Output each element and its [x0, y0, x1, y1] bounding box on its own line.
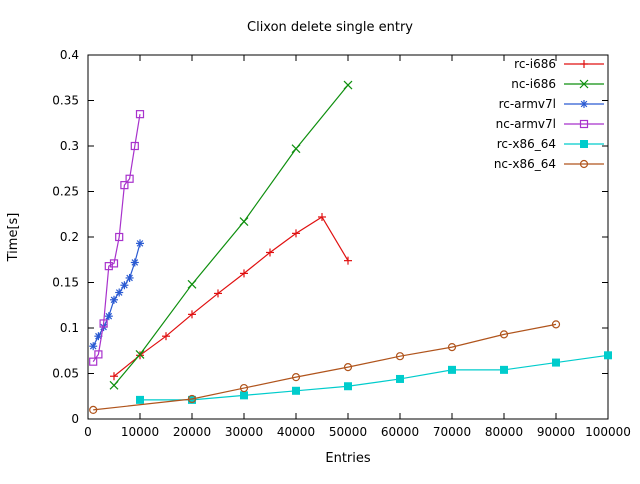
marker-square-open: [130, 141, 139, 151]
marker-x: [291, 144, 301, 154]
marker-square-filled: [604, 351, 612, 360]
marker-circle-open: [395, 352, 405, 361]
marker-asterisk: [121, 281, 128, 289]
marker-asterisk: [131, 259, 139, 266]
marker-asterisk: [126, 274, 133, 282]
marker-square-filled: [580, 140, 588, 148]
series-nc-armv7l: [89, 110, 145, 366]
marker-circle-open: [579, 159, 589, 169]
marker-asterisk: [136, 240, 144, 247]
marker-x: [343, 80, 353, 90]
marker-circle-open: [499, 330, 509, 339]
legend-label: rc-i686: [514, 57, 556, 71]
marker-square-filled: [500, 365, 508, 374]
y-tick-label: 0.4: [60, 48, 79, 62]
marker-x: [239, 217, 249, 226]
x-tick-label: 10000: [121, 425, 159, 439]
marker-x: [579, 79, 589, 89]
marker-square-open: [115, 232, 124, 242]
y-tick-label: 0: [71, 412, 79, 426]
x-tick-label: 70000: [433, 425, 471, 439]
series-line: [92, 114, 141, 363]
marker-asterisk: [115, 289, 123, 296]
x-tick-label: 0: [84, 425, 92, 439]
marker-square-open: [579, 119, 589, 129]
legend-label: nc-x86_64: [494, 157, 556, 171]
series-nc-x86_64: [89, 320, 561, 414]
marker-circle-open: [447, 343, 457, 352]
series-nc-i686: [109, 80, 353, 390]
series-line: [113, 84, 349, 386]
y-tick-label: 0.2: [60, 230, 79, 244]
chart-title: Clixon delete single entry: [247, 20, 413, 35]
y-tick-label: 0.1: [60, 321, 79, 335]
marker-square-open: [135, 110, 145, 119]
series-line: [92, 243, 141, 347]
marker-asterisk: [105, 312, 113, 320]
marker-square-open: [125, 174, 134, 183]
marker-square-filled: [552, 358, 560, 367]
marker-square-filled: [448, 365, 456, 374]
legend-label: nc-armv7l: [496, 117, 556, 131]
marker-square-open: [89, 357, 98, 366]
x-tick-label: 30000: [225, 425, 263, 439]
series-line: [140, 354, 609, 401]
plot-area: 0 10000 20000 30000 40000 50000 60000 70000 8000…: [52, 48, 631, 439]
x-tick-label: 60000: [381, 425, 419, 439]
x-tick-label: 40000: [277, 425, 315, 439]
marker-circle-open: [89, 405, 98, 414]
marker-circle-open: [187, 394, 197, 404]
marker-square-filled: [136, 395, 144, 404]
x-tick-label: 100000: [585, 425, 631, 439]
series-rc-armv7l: [89, 239, 144, 351]
marker-square-filled: [396, 374, 404, 383]
y-tick-label: 0.3: [60, 139, 79, 153]
marker-square-open: [104, 262, 113, 271]
marker-asterisk: [95, 332, 102, 340]
marker-circle-open: [343, 363, 353, 372]
marker-x: [135, 349, 145, 359]
y-tick-label: 0.15: [52, 276, 79, 290]
marker-square-open: [109, 259, 119, 268]
marker-asterisk: [89, 342, 97, 350]
marker-x: [109, 380, 119, 390]
x-tick-label: 80000: [485, 425, 523, 439]
x-axis-label: Entries: [325, 451, 371, 466]
marker-circle-open: [551, 320, 561, 329]
marker-circle-open: [291, 373, 301, 382]
series-line: [113, 216, 349, 377]
legend: rc-i686 nc-i686 rc-armv7l nc-armv7l rc-x86_6…: [494, 57, 604, 171]
legend-label: rc-armv7l: [499, 97, 556, 111]
series-rc-x86_64: [136, 351, 612, 404]
series-line: [93, 323, 557, 411]
marker-square-open: [120, 181, 129, 190]
marker-asterisk: [110, 296, 118, 304]
marker-square-filled: [240, 391, 248, 400]
legend-label: nc-i686: [511, 77, 556, 91]
x-tick-label: 90000: [537, 425, 575, 439]
y-tick-label: 0.25: [52, 185, 79, 199]
y-tick-label: 0.05: [52, 367, 79, 381]
y-axis-label: Time[s]: [6, 213, 21, 263]
marker-x: [187, 279, 197, 289]
marker-square-open: [99, 319, 108, 328]
x-tick-label: 50000: [329, 425, 367, 439]
x-tick-label: 20000: [173, 425, 211, 439]
marker-square-filled: [344, 382, 352, 391]
marker-square-filled: [292, 386, 300, 395]
marker-asterisk: [580, 100, 588, 108]
marker-square-open: [94, 350, 103, 359]
legend-label: rc-x86_64: [497, 137, 556, 151]
y-tick-label: 0.35: [52, 94, 79, 108]
marker-circle-open: [239, 383, 249, 393]
